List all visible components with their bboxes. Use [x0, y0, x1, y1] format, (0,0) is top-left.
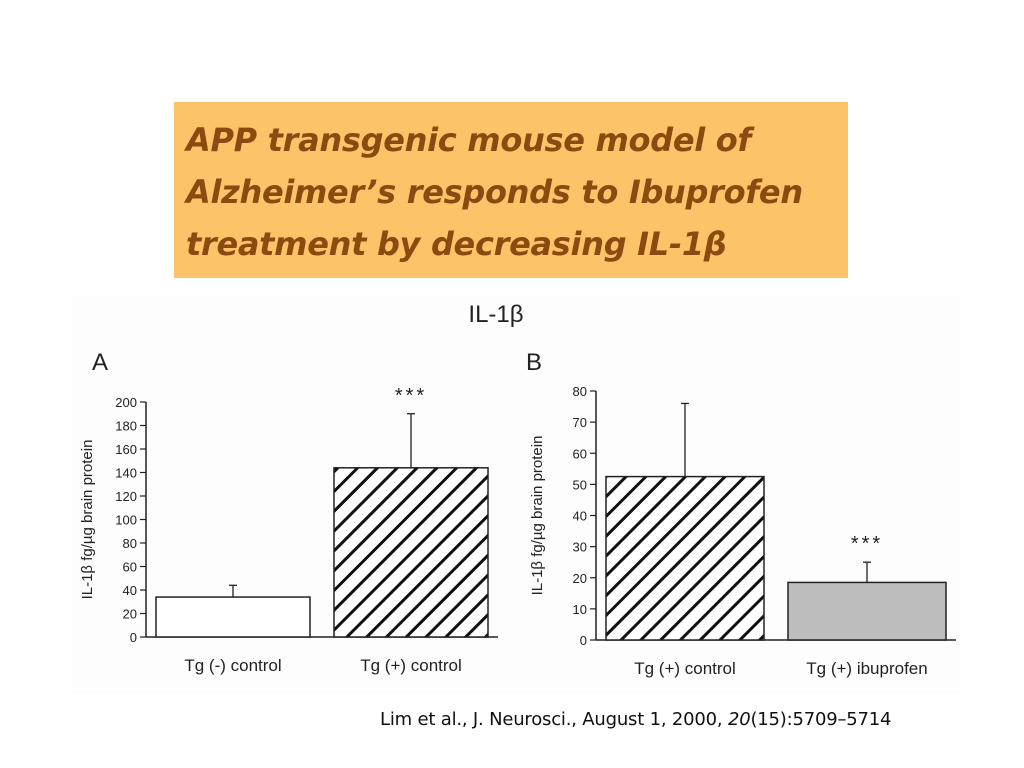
panel-a-y-tick-label: 200	[115, 395, 137, 410]
title-line-3: treatment by decreasing IL-1β	[186, 225, 727, 263]
panel-a-y-tick-label: 140	[115, 466, 137, 481]
figure-title: IL-1β	[468, 301, 523, 328]
citation: Lim et al., J. Neurosci., August 1, 2000…	[380, 709, 892, 730]
panel-a-y-tick-label: 100	[115, 513, 137, 528]
panel-b-y-tick-label: 40	[573, 509, 587, 524]
panel-b-y-tick-label: 80	[573, 384, 587, 399]
panel-b-y-tick-label: 0	[580, 633, 587, 648]
panel-a-bar	[333, 467, 489, 638]
panel-a-bar	[155, 596, 311, 638]
panel-b-y-axis-label: IL-1β fg/µg brain protein	[529, 436, 546, 596]
panel-a-y-tick-label: 0	[130, 630, 137, 645]
panel-b-category-label: Tg (+) ibuprofen	[806, 659, 927, 678]
panel-b-y-tick-label: 60	[573, 446, 587, 461]
panel-a-letter: A	[92, 349, 108, 376]
title-box: APP transgenic mouse model of Alzheimer’…	[174, 102, 848, 278]
panel-b-y-tick-label: 30	[573, 540, 587, 555]
panel-b-y-tick-label: 70	[573, 415, 587, 430]
panel-b-category-label: Tg (+) control	[634, 659, 736, 678]
panel-a-category-label: Tg (+) control	[360, 656, 462, 675]
panel-b-y-tick-label: 50	[573, 477, 587, 492]
panel-b-bar	[605, 475, 765, 641]
panel-a-significance-label: ***	[395, 385, 427, 407]
title-line-1: APP transgenic mouse model of	[186, 121, 752, 159]
figure-panel: IL-1β A 0 20 40 60 80 100 120 140 160 180 200 IL-1β …	[72, 296, 960, 694]
panel-a-y-tick-label: 20	[123, 607, 137, 622]
panel-b-significance-label: ***	[851, 533, 883, 555]
panel-a-category-label: Tg (-) control	[184, 656, 281, 675]
panel-a-y-tick-label: 120	[115, 489, 137, 504]
citation-suffix: (15):5709–5714	[750, 709, 892, 730]
panel-a-y-tick-label: 40	[123, 583, 137, 598]
citation-volume: 20	[727, 709, 751, 730]
panel-a-y-axis-label: IL-1β fg/µg brain protein	[79, 440, 96, 600]
panel-a-y-tick-label: 160	[115, 442, 137, 457]
il1b-figure: IL-1β A020406080100120140160180200IL-1β …	[79, 301, 956, 678]
panel-b-y-tick-label: 20	[573, 571, 587, 586]
panel-b-letter: B	[526, 349, 542, 376]
panel-a-y-tick-label: 180	[115, 419, 137, 434]
panel-a-y-tick-label: 80	[123, 536, 137, 551]
panel-b-y-tick-label: 10	[573, 602, 587, 617]
panel-b-bar	[787, 581, 947, 641]
title-line-2: Alzheimer’s responds to Ibuprofen	[186, 173, 803, 211]
citation-prefix: Lim et al., J. Neurosci., August 1, 2000…	[380, 709, 728, 730]
panel-a-y-tick-label: 60	[123, 560, 137, 575]
